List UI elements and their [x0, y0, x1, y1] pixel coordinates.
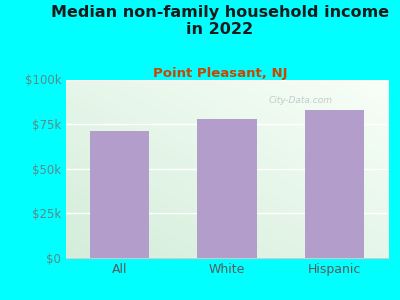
Bar — [90, 131, 149, 258]
Bar — [198, 119, 256, 258]
Text: City-Data.com: City-Data.com — [269, 96, 333, 105]
Bar — [305, 110, 364, 258]
Text: Point Pleasant, NJ: Point Pleasant, NJ — [153, 68, 287, 80]
Text: Median non-family household income
in 2022: Median non-family household income in 20… — [51, 4, 389, 38]
